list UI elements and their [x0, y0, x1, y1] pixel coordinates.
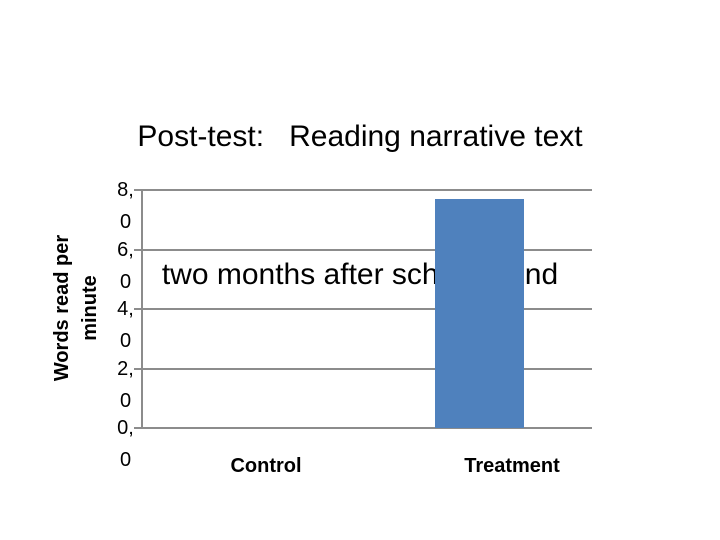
- x-category-label-control: Control: [230, 455, 302, 477]
- y-axis-tick: [134, 427, 142, 429]
- y-tick-label-line: 2,: [117, 358, 134, 380]
- y-tick-label-line: 0,: [117, 417, 134, 439]
- y-axis-tick: [134, 249, 142, 251]
- y-tick-label: 8, 0: [108, 174, 143, 238]
- slide-title-line1: Post-test: Reading narrative text: [137, 120, 583, 153]
- y-axis-title: Words read per minute: [48, 188, 104, 428]
- y-axis-tick: [134, 189, 142, 191]
- y-tick-label-line: 4,: [117, 298, 134, 320]
- y-axis-tick: [134, 308, 142, 310]
- y-axis-tick: [134, 368, 142, 370]
- y-tick-label: 2, 0: [108, 353, 143, 417]
- y-tick-label-line: 0: [119, 211, 132, 233]
- x-category-label-treatment: Treatment: [464, 455, 560, 477]
- y-tick-label-line: 0: [119, 449, 132, 471]
- bar-treatment: [435, 199, 524, 428]
- y-axis-line: [141, 189, 143, 429]
- y-axis-title-line1: Words read per: [51, 234, 73, 382]
- y-tick-label-line: 8,: [117, 179, 134, 201]
- plot-gridline: [142, 189, 592, 191]
- y-tick-label-line: 6,: [117, 239, 134, 261]
- y-tick-label-line: 0: [119, 330, 132, 352]
- y-tick-label: 6, 0: [108, 234, 143, 298]
- plot-gridline: [142, 249, 592, 251]
- plot-gridline: [142, 427, 592, 429]
- y-tick-label: 0, 0: [108, 412, 143, 476]
- plot-gridline: [142, 368, 592, 370]
- y-tick-label: 4, 0: [108, 293, 143, 357]
- y-tick-label-line: 0: [119, 390, 132, 412]
- y-tick-label-line: 0: [119, 271, 132, 293]
- plot-gridline: [142, 308, 592, 310]
- y-axis-title-line2: minute: [79, 275, 101, 341]
